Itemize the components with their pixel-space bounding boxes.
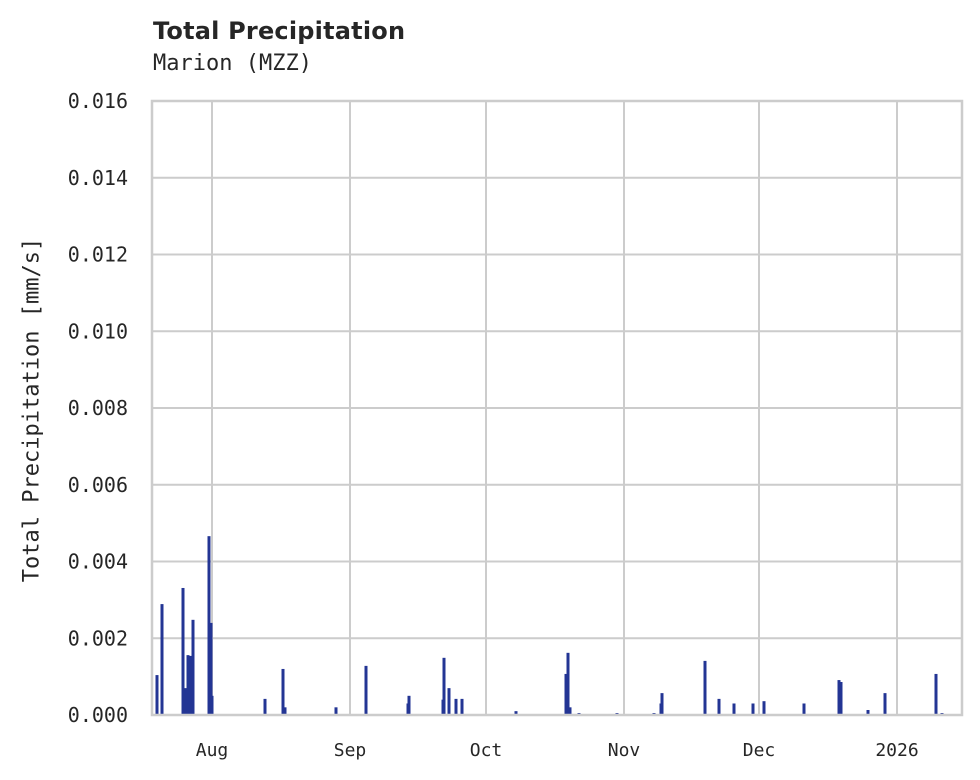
y-tick-label: 0.016 <box>68 89 128 113</box>
precipitation-bar <box>660 693 664 715</box>
x-tick-label: 2026 <box>875 740 918 761</box>
precipitation-bar <box>703 660 707 715</box>
precipitation-bar <box>155 675 159 715</box>
y-tick-label: 0.014 <box>68 166 128 190</box>
precipitation-bar <box>934 673 938 715</box>
y-axis-ticks: 0.000 0.002 0.004 0.006 0.008 0.010 0.012 0.014… <box>68 89 128 727</box>
y-tick-label: 0.010 <box>68 319 128 343</box>
precipitation-bar <box>191 619 195 715</box>
precipitation-bar <box>334 707 338 715</box>
precipitation-bar <box>568 707 572 715</box>
precipitation-bar <box>837 680 841 715</box>
precipitation-bar <box>181 587 185 715</box>
x-tick-label: Nov <box>608 740 641 761</box>
precipitation-bar <box>514 711 518 715</box>
precipitation-bar <box>564 673 568 715</box>
precipitation-bar <box>186 655 190 715</box>
precipitation-bar <box>839 681 843 715</box>
x-axis-ticks: Aug Sep Oct Nov Dec 2026 <box>196 740 919 761</box>
chart-subtitle: Marion (MZZ) <box>153 51 312 76</box>
precipitation-bars <box>155 536 944 715</box>
x-tick-label: Dec <box>743 740 776 761</box>
y-tick-label: 0.000 <box>68 703 128 727</box>
precipitation-bar <box>454 698 458 715</box>
y-tick-label: 0.012 <box>68 243 128 267</box>
precipitation-bar <box>188 655 192 715</box>
precipitation-bar <box>566 652 570 715</box>
precipitation-bar <box>407 695 411 715</box>
precipitation-bar <box>732 703 736 715</box>
precipitation-bar <box>762 701 766 715</box>
precipitation-bar <box>460 698 464 715</box>
precipitation-bar <box>160 604 164 715</box>
x-tick-label: Oct <box>470 740 503 761</box>
precipitation-bar <box>364 665 368 715</box>
precipitation-bar <box>883 693 887 715</box>
precipitation-bar <box>207 536 211 715</box>
y-tick-label: 0.002 <box>68 626 128 650</box>
precipitation-bar <box>263 698 267 715</box>
precipitation-bar <box>442 657 446 715</box>
y-tick-label: 0.006 <box>68 473 128 497</box>
grid-lines <box>152 100 962 716</box>
precipitation-bar <box>802 703 806 715</box>
plot-frame <box>150 99 964 717</box>
precipitation-bar <box>447 688 451 715</box>
precipitation-bar <box>281 668 285 715</box>
x-tick-label: Aug <box>196 740 229 761</box>
x-tick-label: Sep <box>334 740 367 761</box>
precipitation-bar <box>866 710 870 715</box>
y-tick-label: 0.004 <box>68 550 128 574</box>
precipitation-bar <box>209 622 213 715</box>
chart-title: Total Precipitation <box>153 17 406 45</box>
precipitation-bar <box>210 695 214 715</box>
y-tick-label: 0.008 <box>68 396 128 420</box>
precipitation-bar <box>183 688 187 715</box>
precipitation-bar <box>751 703 755 715</box>
precipitation-bar <box>283 707 287 715</box>
precipitation-bar <box>717 698 721 715</box>
